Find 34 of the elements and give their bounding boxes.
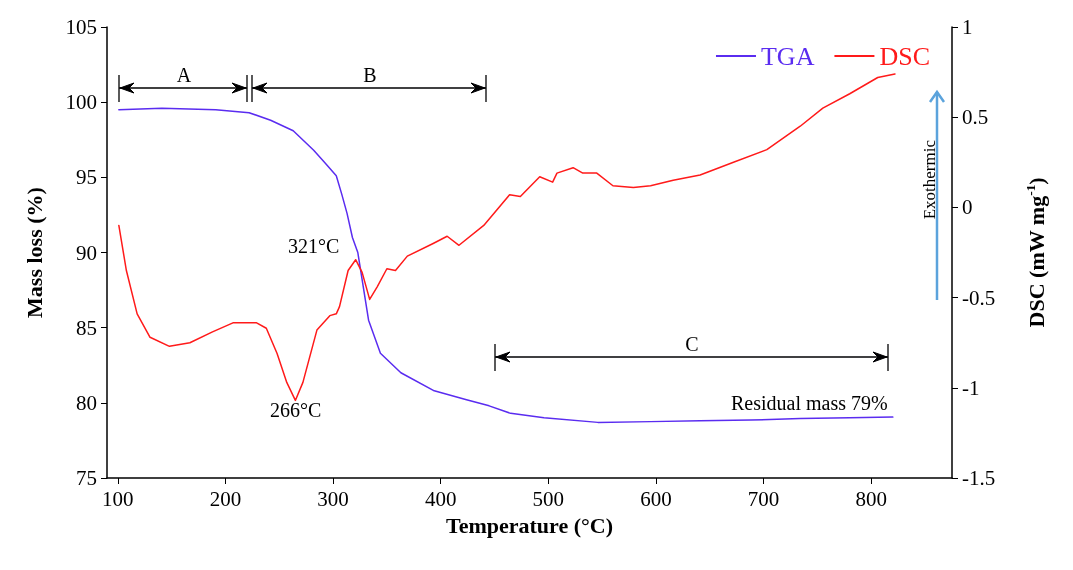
y-tick-label: 105 bbox=[65, 15, 97, 39]
annotation: 266°C bbox=[270, 399, 322, 421]
x-tick-label: 700 bbox=[747, 486, 780, 511]
y2-tick-label: 0.5 bbox=[962, 105, 989, 130]
y2-tick-label: 1 bbox=[962, 15, 973, 39]
y-axis-title: Mass loss (%) bbox=[21, 187, 47, 318]
y-tick-label: 75 bbox=[76, 466, 97, 490]
legend-label: TGA bbox=[760, 41, 815, 71]
x-tick-label: 600 bbox=[640, 486, 672, 511]
legend-label: DSC bbox=[879, 41, 930, 71]
annotation: Residual mass 79% bbox=[731, 392, 888, 414]
y2-tick-label: -1 bbox=[962, 375, 980, 400]
annotation: Exothermic bbox=[920, 139, 939, 220]
x-tick-label: 400 bbox=[424, 486, 457, 511]
annotation: A bbox=[176, 64, 192, 86]
y-tick-label: 80 bbox=[76, 390, 97, 415]
x-tick-label: 200 bbox=[209, 486, 242, 511]
x-tick-label: 500 bbox=[532, 486, 565, 511]
y2-axis-title: DSC (mW mg-1) bbox=[1023, 177, 1049, 328]
y-tick-label: 90 bbox=[76, 240, 97, 265]
x-tick-label: 100 bbox=[102, 486, 134, 511]
line-series bbox=[118, 107, 894, 424]
x-axis-title: Temperature (°C) bbox=[445, 512, 614, 538]
x-tick-label: 800 bbox=[855, 486, 888, 511]
y2-tick-label: -1.5 bbox=[962, 466, 996, 490]
y2-tick-label: 0 bbox=[962, 195, 973, 220]
y2-tick-label: -0.5 bbox=[962, 285, 996, 310]
annotation: B bbox=[363, 64, 377, 86]
annotation: 321°C bbox=[288, 235, 340, 257]
y-tick-label: 95 bbox=[76, 165, 97, 190]
y-tick-label: 85 bbox=[76, 315, 97, 340]
y-tick-label: 100 bbox=[65, 90, 97, 115]
x-tick-label: 300 bbox=[317, 486, 349, 511]
annotation: C bbox=[685, 333, 699, 355]
